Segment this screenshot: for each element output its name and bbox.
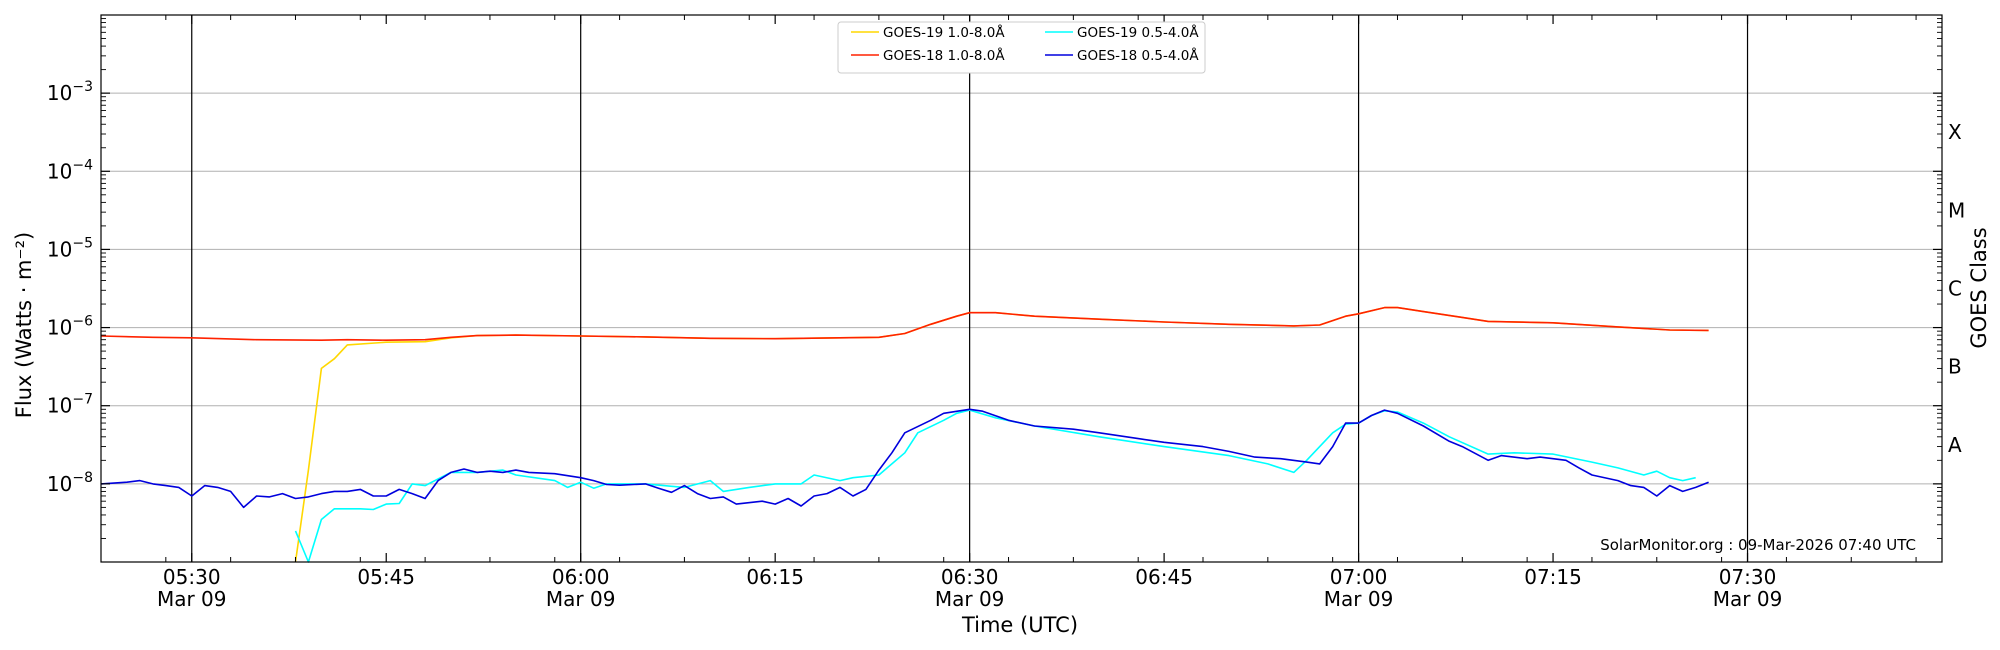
x-tick-label: 07:15 <box>1524 565 1582 589</box>
x-tick-label: 06:45 <box>1135 565 1193 589</box>
x-tick-sublabel: Mar 09 <box>1713 587 1783 611</box>
goes-class-label: M <box>1948 198 1965 222</box>
vertical-time-markers <box>191 15 1749 562</box>
legend-box <box>837 21 1206 74</box>
y2-axis-title: GOES Class <box>1967 227 1991 348</box>
x-tick-label: 06:00 <box>552 565 610 589</box>
y-tick-labels: 10−8 10−7 10−6 10−5 10−4 10−3 <box>47 79 93 496</box>
series-line <box>100 306 1709 342</box>
x-tick-label: 07:30 <box>1719 565 1777 589</box>
y-tick-label: 10−7 <box>47 392 93 418</box>
x-tick-label: 06:15 <box>746 565 804 589</box>
goes-class-labels: A B C M X <box>1948 120 1965 457</box>
y-tick-label: 10−4 <box>47 157 93 183</box>
credit-text: SolarMonitor.org : 09-Mar-2026 07:40 UTC <box>1600 536 1916 554</box>
legend-label: GOES-18 1.0-8.0Å <box>883 47 1005 64</box>
x-tick-label: 05:30 <box>163 565 221 589</box>
x-axis-title: Time (UTC) <box>961 613 1078 637</box>
axis-ticks <box>100 15 1942 562</box>
x-tick-sublabel: Mar 09 <box>935 587 1005 611</box>
goes-class-label: X <box>1948 120 1962 144</box>
goes-class-label: B <box>1948 355 1962 379</box>
y-tick-label: 10−3 <box>47 79 93 105</box>
series-lines <box>100 306 1709 563</box>
x-tick-label: 06:30 <box>941 565 999 589</box>
legend: GOES-19 1.0-8.0Å GOES-18 1.0-8.0Å GOES-19 … <box>837 21 1206 74</box>
y-tick-label: 10−8 <box>47 470 93 496</box>
goes-class-label: C <box>1948 277 1962 301</box>
y-axis-title: Flux (Watts · m⁻²) <box>12 232 36 418</box>
grid-lines <box>101 92 1942 485</box>
x-tick-label: 07:00 <box>1330 565 1388 589</box>
x-tick-sublabel: Mar 09 <box>1324 587 1394 611</box>
x-tick-sublabel: Mar 09 <box>546 587 616 611</box>
legend-label: GOES-18 0.5-4.0Å <box>1077 47 1199 64</box>
legend-label: GOES-19 0.5-4.0Å <box>1077 24 1199 41</box>
plot-frame <box>100 14 1943 563</box>
y-tick-label: 10−5 <box>47 235 93 261</box>
goes-class-label: A <box>1948 433 1962 457</box>
series-line <box>100 408 1709 509</box>
x-tick-label: 05:45 <box>357 565 415 589</box>
legend-label: GOES-19 1.0-8.0Å <box>883 24 1005 41</box>
x-tick-sublabel: Mar 09 <box>157 587 227 611</box>
y-tick-label: 10−6 <box>47 314 93 340</box>
